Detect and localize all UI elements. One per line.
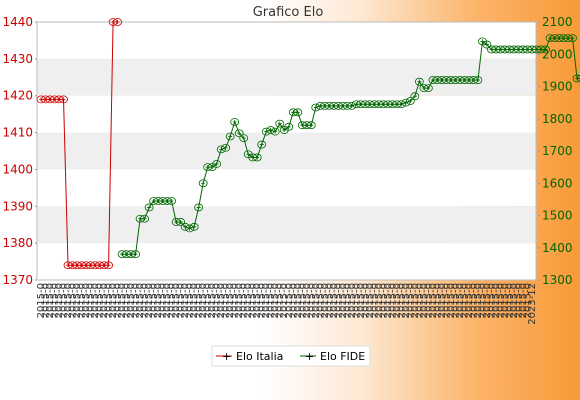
y-right-tick-label: 1600 [542,176,573,190]
data-point-cross [548,36,552,40]
grid-bands [37,22,536,280]
legend-marker-fide: + [305,350,314,363]
y-right-tick-label: 2100 [542,15,573,29]
y-axis-left-ticks: 1370 1380 1390 1400 1410 1420 1430 1440 [2,15,37,287]
legend: + Elo Italia + Elo FIDE [212,346,370,366]
grid-band [37,133,536,170]
y-left-tick-label: 1370 [2,273,33,287]
y-left-tick-label: 1440 [2,15,33,29]
y-right-tick-label: 1700 [542,144,573,158]
x-axis-ticks: 2015-02015-02015-02015-02015-02015-02015… [36,283,538,325]
y-left-tick-label: 1390 [2,199,33,213]
y-left-tick-label: 1410 [2,126,33,140]
grid-band [37,243,536,280]
y-right-tick-label: 1800 [542,112,573,126]
y-left-tick-label: 1380 [2,236,33,250]
y-right-tick-label: 1400 [542,241,573,255]
data-point-cross [566,36,570,40]
legend-label-fide: Elo FIDE [320,350,365,363]
data-point-cross [571,36,575,40]
data-point-cross [553,36,557,40]
legend-label-italia: Elo Italia [236,350,283,363]
y-right-tick-label: 1900 [542,80,573,94]
legend-marker-italia: + [222,350,231,363]
grid-band [37,169,536,206]
y-axis-right-ticks: 130014001500160017001800190020002100 [536,15,573,287]
grid-band [37,206,536,243]
grid-band [37,22,536,59]
chart-title: Grafico Elo [253,5,324,20]
data-point-cross [575,76,579,80]
y-right-tick-label: 1500 [542,209,573,223]
x-tick-label: 2023-12 [527,283,538,325]
data-point-cross [557,36,561,40]
y-right-tick-label: 1300 [542,273,573,287]
y-left-tick-label: 1430 [2,52,33,66]
y-left-tick-label: 1400 [2,162,33,176]
y-left-tick-label: 1420 [2,89,33,103]
data-point-cross [562,36,566,40]
